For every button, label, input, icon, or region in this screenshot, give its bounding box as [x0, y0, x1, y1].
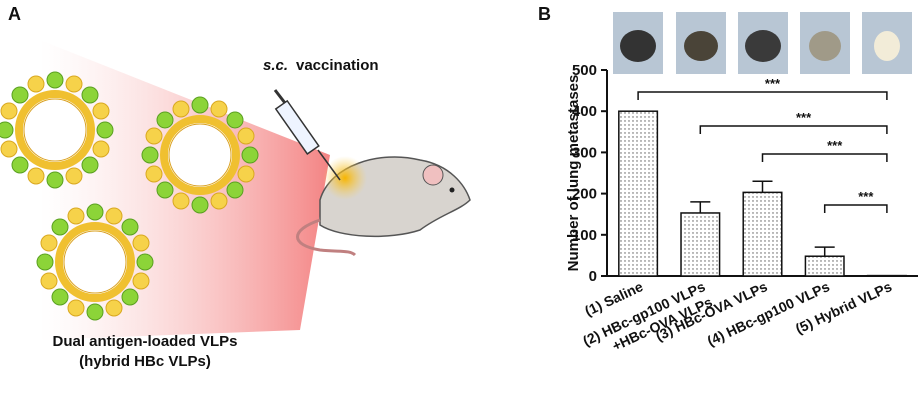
lung-photos	[613, 12, 912, 74]
bar	[743, 192, 782, 276]
bar	[681, 213, 720, 276]
significance-label: ***	[796, 110, 812, 125]
panel-a: A s.c. vaccination Dual antigen-loaded V…	[0, 4, 470, 370]
y-tick-label: 300	[572, 144, 597, 161]
y-tick-label: 500	[572, 62, 597, 79]
y-tick-label: 400	[572, 103, 597, 120]
significance-label: ***	[765, 76, 781, 91]
panel-label: A	[8, 4, 21, 24]
significance-label: ***	[827, 138, 843, 153]
y-tick-label: 100	[572, 227, 597, 244]
method-label: vaccination	[296, 57, 379, 74]
significance-bracket	[638, 92, 887, 100]
significance-bracket	[763, 154, 887, 162]
significance-label: ***	[858, 189, 874, 204]
bar	[805, 256, 844, 276]
route-label: s.c.	[263, 57, 288, 74]
y-tick-label: 0	[589, 268, 597, 285]
significance-bracket	[700, 126, 887, 134]
caption: Dual antigen-loaded VLPs	[52, 333, 237, 350]
caption: (hybrid HBc VLPs)	[79, 353, 211, 370]
panel-label: B	[538, 4, 551, 24]
bar	[619, 111, 658, 276]
significance-bracket	[825, 205, 887, 213]
y-tick-label: 200	[572, 186, 597, 203]
